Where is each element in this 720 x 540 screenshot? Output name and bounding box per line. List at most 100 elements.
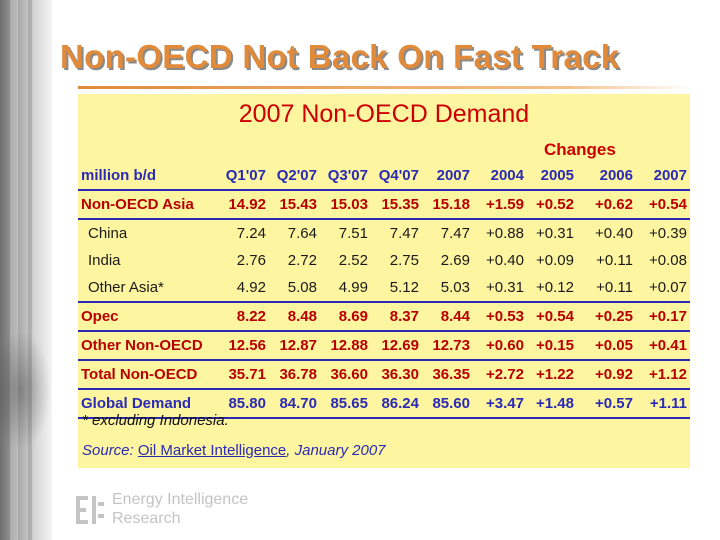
source-label: Source: bbox=[82, 442, 134, 459]
cell: +0.40 bbox=[486, 252, 524, 269]
cell: +0.53 bbox=[473, 302, 527, 332]
cell: +0.31 bbox=[473, 274, 527, 303]
cell: 8.44 bbox=[422, 302, 473, 332]
cell: 36.35 bbox=[422, 360, 473, 390]
side-shadow bbox=[0, 330, 52, 450]
cell: 5.03 bbox=[422, 274, 473, 303]
cell: 36.60 bbox=[320, 360, 371, 390]
cell: 12.69 bbox=[371, 331, 422, 361]
cell: +0.31 bbox=[536, 225, 574, 242]
cell: +1.11 bbox=[636, 389, 690, 419]
col-header-unit: million b/d bbox=[78, 162, 220, 191]
cell: +0.54 bbox=[527, 302, 577, 332]
cell: 85.65 bbox=[320, 389, 371, 419]
cell: 84.70 bbox=[269, 389, 320, 419]
cell: 8.69 bbox=[320, 302, 371, 332]
cell: 2.72 bbox=[287, 252, 317, 269]
cell: 2.76 bbox=[236, 252, 266, 269]
company-name-line2: Research bbox=[112, 510, 181, 527]
col-header-chg-2007: 2007 bbox=[636, 162, 690, 191]
table-row: China 7.24 7.64 7.51 7.47 7.47 +0.88 +0.… bbox=[78, 219, 690, 247]
row-label: Opec bbox=[78, 302, 220, 332]
cell: 8.37 bbox=[371, 302, 422, 332]
table-row: Other Non-OECD 12.56 12.87 12.88 12.69 1… bbox=[78, 331, 690, 361]
title-underline bbox=[78, 86, 690, 89]
table-title: 2007 Non-OECD Demand bbox=[238, 100, 530, 128]
cell: +0.40 bbox=[595, 225, 633, 242]
cell: 15.03 bbox=[320, 190, 371, 220]
cell: 5.12 bbox=[371, 274, 422, 303]
col-header-chg-2005: 2005 bbox=[527, 162, 577, 191]
table-header-row: million b/d Q1'07 Q2'07 Q3'07 Q4'07 2007… bbox=[78, 162, 690, 191]
table-row: Global Demand 85.80 84.70 85.65 86.24 85… bbox=[78, 389, 690, 419]
cell: +0.07 bbox=[636, 274, 690, 303]
footnote: * excluding Indonesia. bbox=[82, 412, 229, 429]
source-date: , January 2007 bbox=[286, 442, 386, 459]
company-name: Energy Intelligence Research bbox=[112, 490, 248, 528]
col-header-q3: Q3'07 bbox=[320, 162, 371, 191]
company-name-line1: Energy Intelligence bbox=[112, 491, 249, 508]
table-row: India 2.76 2.72 2.52 2.75 2.69 +0.40 +0.… bbox=[78, 247, 690, 274]
cell: 36.30 bbox=[371, 360, 422, 390]
row-label: India bbox=[88, 252, 121, 269]
cell: +0.12 bbox=[527, 274, 577, 303]
table-row: Non-OECD Asia 14.92 15.43 15.03 15.35 15… bbox=[78, 190, 690, 220]
cell: +0.11 bbox=[577, 274, 636, 303]
cell: 2.75 bbox=[389, 252, 419, 269]
cell: 86.24 bbox=[371, 389, 422, 419]
decorative-side-strip bbox=[0, 0, 52, 540]
cell: 7.24 bbox=[236, 225, 266, 242]
cell: +3.47 bbox=[473, 389, 527, 419]
cell: 12.88 bbox=[320, 331, 371, 361]
table-row: Total Non-OECD 35.71 36.78 36.60 36.30 3… bbox=[78, 360, 690, 390]
source-line: Source: Oil Market Intelligence, January… bbox=[82, 442, 386, 459]
cell: 12.87 bbox=[269, 331, 320, 361]
cell: +0.17 bbox=[636, 302, 690, 332]
cell: +0.62 bbox=[577, 190, 636, 220]
row-label: Non-OECD Asia bbox=[78, 190, 220, 220]
source-link[interactable]: Oil Market Intelligence bbox=[137, 442, 287, 459]
cell: 85.80 bbox=[220, 389, 269, 419]
cell: 7.51 bbox=[338, 225, 368, 242]
cell: 35.71 bbox=[220, 360, 269, 390]
cell: +0.41 bbox=[636, 331, 690, 361]
cell: +0.05 bbox=[577, 331, 636, 361]
cell: +0.39 bbox=[649, 225, 687, 242]
cell: 5.08 bbox=[269, 274, 320, 303]
cell: +0.57 bbox=[577, 389, 636, 419]
col-header-q1: Q1'07 bbox=[220, 162, 269, 191]
cell: 36.78 bbox=[269, 360, 320, 390]
cell: +0.25 bbox=[577, 302, 636, 332]
cell: +1.12 bbox=[636, 360, 690, 390]
company-logo-icon bbox=[76, 496, 104, 524]
cell: 14.92 bbox=[220, 190, 269, 220]
row-label: Global Demand bbox=[78, 389, 220, 419]
cell: +0.60 bbox=[473, 331, 527, 361]
col-header-2007: 2007 bbox=[422, 162, 473, 191]
cell: 2.69 bbox=[440, 252, 470, 269]
cell: 2.52 bbox=[338, 252, 368, 269]
cell: +1.22 bbox=[527, 360, 577, 390]
row-label: Total Non-OECD bbox=[78, 360, 220, 390]
cell: 7.64 bbox=[287, 225, 317, 242]
cell: 8.48 bbox=[269, 302, 320, 332]
cell: +0.52 bbox=[527, 190, 577, 220]
col-header-chg-2006: 2006 bbox=[577, 162, 636, 191]
side-streak-dark bbox=[28, 0, 32, 540]
cell: 4.99 bbox=[320, 274, 371, 303]
cell: 15.18 bbox=[422, 190, 473, 220]
cell: +0.08 bbox=[649, 252, 687, 269]
col-header-chg-2004: 2004 bbox=[473, 162, 527, 191]
cell: 8.22 bbox=[220, 302, 269, 332]
cell: +1.48 bbox=[527, 389, 577, 419]
cell: +0.15 bbox=[527, 331, 577, 361]
cell: 12.56 bbox=[220, 331, 269, 361]
cell: 7.47 bbox=[389, 225, 419, 242]
cell: +0.11 bbox=[596, 252, 633, 269]
cell: 85.60 bbox=[422, 389, 473, 419]
changes-label: Changes bbox=[544, 140, 616, 159]
cell: +0.92 bbox=[577, 360, 636, 390]
demand-table-panel: 2007 Non-OECD Demand Changes million b/d… bbox=[78, 94, 690, 468]
table-row: Other Asia* 4.92 5.08 4.99 5.12 5.03 +0.… bbox=[78, 274, 690, 303]
row-label: Other Non-OECD bbox=[78, 331, 220, 361]
